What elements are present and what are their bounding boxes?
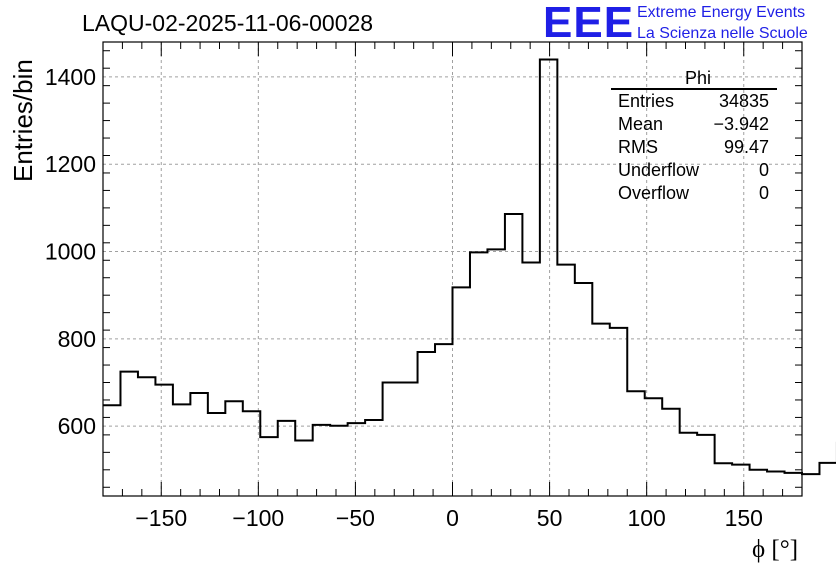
x-axis-label: ϕ [°] bbox=[752, 536, 799, 563]
stats-label: Entries bbox=[618, 91, 675, 111]
stats-title: Phi bbox=[611, 68, 777, 90]
stats-value: −3.942 bbox=[713, 114, 769, 134]
y-tick-label: 1200 bbox=[45, 151, 96, 177]
y-tick-label: 600 bbox=[58, 413, 96, 439]
stats-row-overflow: Overflow 0 bbox=[611, 182, 777, 205]
stats-row-underflow: Underflow 0 bbox=[611, 159, 777, 182]
x-tick-label: −100 bbox=[232, 505, 284, 531]
stats-value: 99.47 bbox=[723, 137, 769, 157]
stats-label: RMS bbox=[618, 137, 658, 157]
logo-text-line2: La Scienza nelle Scuole bbox=[637, 25, 808, 42]
stats-label: Overflow bbox=[618, 183, 690, 203]
x-tick-label: 0 bbox=[446, 505, 459, 531]
stats-row-rms: RMS 99.47 bbox=[611, 136, 777, 159]
x-tick-label: 150 bbox=[725, 505, 763, 531]
stats-value: 0 bbox=[758, 183, 769, 203]
x-tick-label: 100 bbox=[627, 505, 665, 531]
stats-box: Phi Entries 34835 Mean −3.942 RMS 99.47 … bbox=[611, 68, 777, 205]
logo-text-line1: Extreme Energy Events bbox=[637, 4, 806, 21]
histogram-outline bbox=[103, 58, 836, 476]
y-tick-label: 1000 bbox=[45, 239, 96, 265]
stats-label: Mean bbox=[618, 114, 664, 134]
y-axis-label: Entries/bin bbox=[8, 59, 38, 182]
y-tick-label: 800 bbox=[58, 326, 96, 352]
stats-label: Underflow bbox=[618, 160, 700, 180]
chart-title: LAQU-02-2025-11-06-00028 bbox=[82, 10, 374, 36]
stats-row-mean: Mean −3.942 bbox=[611, 113, 777, 136]
stats-row-entries: Entries 34835 bbox=[611, 90, 777, 113]
x-tick-label: 50 bbox=[537, 505, 563, 531]
x-tick-label: −50 bbox=[336, 505, 375, 531]
x-tick-label: −150 bbox=[135, 505, 187, 531]
stats-value: 0 bbox=[758, 160, 769, 180]
y-tick-label: 1400 bbox=[45, 64, 96, 90]
stats-value: 34835 bbox=[718, 91, 769, 111]
eee-logo: EEE bbox=[543, 0, 635, 47]
